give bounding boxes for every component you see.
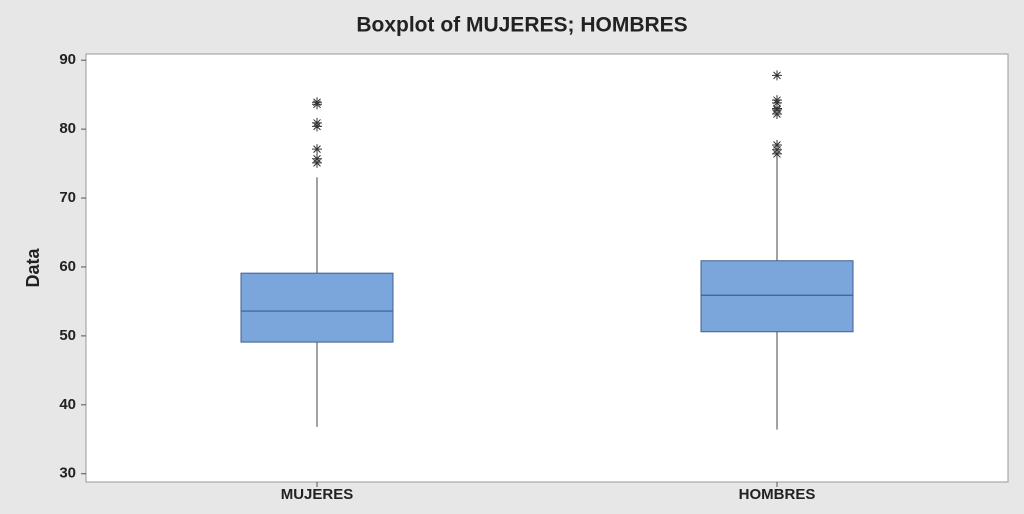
- chart-title: Boxplot of MUJERES; HOMBRES: [356, 14, 687, 37]
- box: [240, 272, 394, 343]
- outlier: [772, 148, 782, 159]
- y-tick-label: 50: [59, 327, 76, 344]
- outlier: [772, 70, 782, 81]
- outlier: [312, 99, 322, 110]
- y-tick-label: 90: [59, 51, 76, 68]
- outlier: [312, 144, 322, 155]
- box: [700, 260, 854, 333]
- x-tick-label: HOMBRES: [739, 486, 816, 503]
- outlier: [772, 97, 782, 108]
- y-axis-label: Data: [23, 248, 43, 288]
- y-tick-label: 30: [59, 465, 76, 482]
- y-tick-label: 70: [59, 189, 76, 206]
- x-tick-label: MUJERES: [281, 486, 354, 503]
- y-tick-label: 40: [59, 396, 76, 413]
- plot-area: [85, 53, 1009, 483]
- outlier: [312, 157, 322, 168]
- y-tick-label: 80: [59, 120, 76, 137]
- y-tick-label: 60: [59, 258, 76, 275]
- outlier: [312, 121, 322, 132]
- outlier: [772, 108, 782, 119]
